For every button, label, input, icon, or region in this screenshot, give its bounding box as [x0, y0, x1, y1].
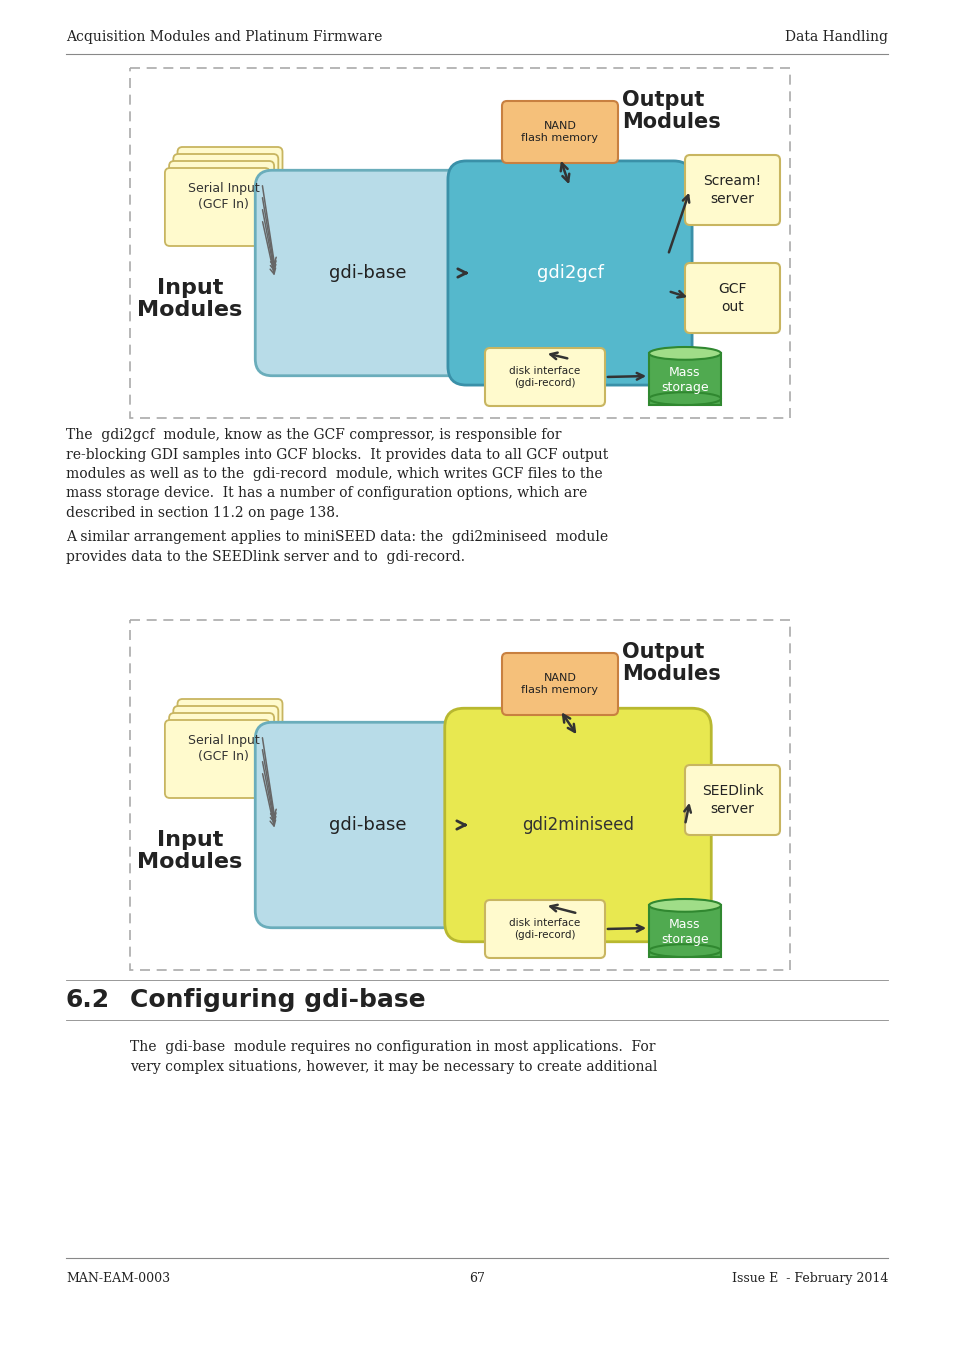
Text: very complex situations, however, it may be necessary to create additional: very complex situations, however, it may… [130, 1059, 657, 1074]
Text: Issue E  - February 2014: Issue E - February 2014 [731, 1273, 887, 1285]
Bar [648, 905, 720, 957]
Text: Output
Modules: Output Modules [621, 91, 720, 132]
FancyBboxPatch shape [169, 713, 274, 790]
Bar [648, 354, 720, 405]
FancyBboxPatch shape [501, 653, 618, 715]
FancyBboxPatch shape [173, 707, 278, 784]
Ellipse shape [648, 898, 720, 912]
Ellipse shape [648, 392, 720, 405]
FancyBboxPatch shape [448, 161, 691, 385]
Text: Data Handling: Data Handling [784, 30, 887, 45]
FancyBboxPatch shape [165, 168, 270, 246]
FancyBboxPatch shape [169, 161, 274, 239]
Text: mass storage device.  It has a number of configuration options, which are: mass storage device. It has a number of … [66, 486, 587, 500]
FancyBboxPatch shape [684, 765, 780, 835]
FancyBboxPatch shape [501, 101, 618, 163]
Ellipse shape [648, 944, 720, 957]
FancyBboxPatch shape [255, 723, 480, 928]
Text: modules as well as to the  gdi-record  module, which writes GCF files to the: modules as well as to the gdi-record mod… [66, 467, 602, 481]
FancyBboxPatch shape [165, 720, 270, 798]
FancyBboxPatch shape [255, 170, 480, 376]
Text: NAND
flash memory: NAND flash memory [521, 120, 598, 143]
FancyBboxPatch shape [177, 147, 282, 226]
FancyBboxPatch shape [684, 263, 780, 332]
Text: Mass
storage: Mass storage [660, 917, 708, 947]
FancyBboxPatch shape [173, 154, 278, 232]
Bar [130, 620, 789, 970]
Text: Serial Input
(GCF In): Serial Input (GCF In) [188, 734, 259, 763]
Text: re-blocking GDI samples into GCF blocks.  It provides data to all GCF output: re-blocking GDI samples into GCF blocks.… [66, 447, 608, 462]
Text: Output
Modules: Output Modules [621, 642, 720, 685]
Text: Input
Modules: Input Modules [137, 830, 242, 873]
Text: described in section 11.2 on page 138.: described in section 11.2 on page 138. [66, 507, 339, 520]
FancyBboxPatch shape [484, 900, 604, 958]
Text: 6.2: 6.2 [66, 988, 110, 1012]
Text: gdi2gcf: gdi2gcf [536, 263, 603, 282]
Text: The  gdi-base  module requires no configuration in most applications.  For: The gdi-base module requires no configur… [130, 1040, 655, 1054]
Text: NAND
flash memory: NAND flash memory [521, 673, 598, 696]
Text: Scream!
server: Scream! server [702, 174, 760, 205]
Text: MAN-EAM-0003: MAN-EAM-0003 [66, 1273, 170, 1285]
Text: A similar arrangement applies to miniSEED data: the  gdi2miniseed  module: A similar arrangement applies to miniSEE… [66, 530, 607, 544]
FancyBboxPatch shape [484, 349, 604, 407]
Text: SEEDlink
server: SEEDlink server [701, 785, 762, 816]
Text: 67: 67 [469, 1273, 484, 1285]
FancyBboxPatch shape [177, 698, 282, 777]
Bar [130, 68, 789, 417]
Text: gdi-base: gdi-base [329, 816, 406, 834]
Text: Mass
storage: Mass storage [660, 366, 708, 394]
Text: GCF
out: GCF out [718, 282, 746, 313]
Text: gdi-base: gdi-base [329, 263, 406, 282]
Text: disk interface
(gdi-record): disk interface (gdi-record) [509, 366, 580, 388]
Ellipse shape [648, 347, 720, 359]
Text: gdi2miniseed: gdi2miniseed [521, 816, 634, 834]
Text: Configuring gdi-base: Configuring gdi-base [130, 988, 425, 1012]
Text: Input
Modules: Input Modules [137, 278, 242, 320]
Text: provides data to the SEEDlink server and to  gdi-record.: provides data to the SEEDlink server and… [66, 550, 464, 563]
Text: Acquisition Modules and Platinum Firmware: Acquisition Modules and Platinum Firmwar… [66, 30, 382, 45]
FancyBboxPatch shape [444, 708, 711, 942]
Text: The  gdi2gcf  module, know as the GCF compressor, is responsible for: The gdi2gcf module, know as the GCF comp… [66, 428, 561, 442]
FancyBboxPatch shape [684, 155, 780, 226]
Text: Serial Input
(GCF In): Serial Input (GCF In) [188, 182, 259, 211]
Text: disk interface
(gdi-record): disk interface (gdi-record) [509, 917, 580, 940]
